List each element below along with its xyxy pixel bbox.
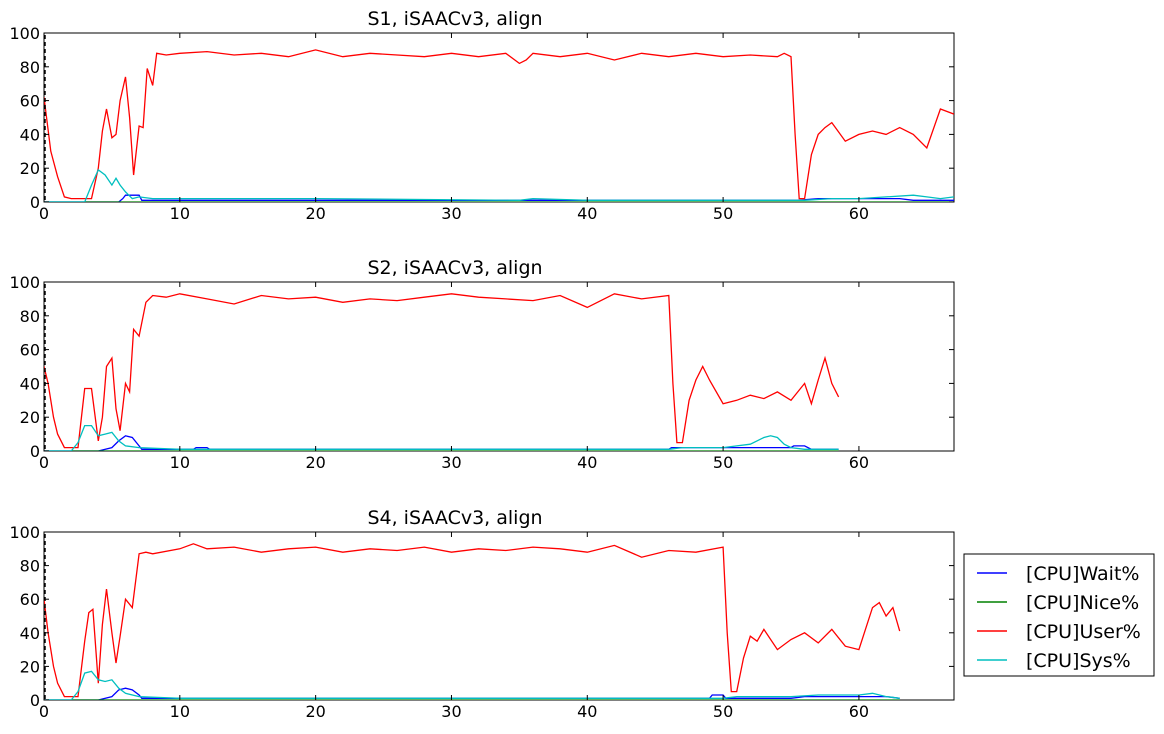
subplot-3: S4, iSAACv3, align 0 10 20 30 40 50 60 0 20 40 60 80…: [9, 507, 954, 721]
x-tick-label: 0: [39, 204, 49, 223]
x-tick-label: 50: [713, 204, 733, 223]
chart-title: S1, iSAACv3, align: [367, 8, 542, 30]
x-tick-label: 10: [170, 702, 190, 721]
chart-title: S4, iSAACv3, align: [367, 507, 542, 529]
plot-frame: [44, 282, 954, 451]
y-tick-label: 80: [20, 557, 40, 576]
subplot-1: S1, iSAACv3, align 0 10 20 30 40 50 60 0 20 40 60 80…: [9, 8, 954, 223]
y-tick-label: 80: [20, 307, 40, 326]
x-tick-label: 30: [441, 453, 461, 472]
y-tick-label: 20: [20, 159, 40, 178]
y-tick-label: 60: [20, 92, 40, 111]
y-tick-label: 60: [20, 590, 40, 609]
x-tick-label: 40: [577, 453, 597, 472]
y-tick-label: 40: [20, 374, 40, 393]
x-tick-label: 0: [39, 702, 49, 721]
x-tick-label: 40: [577, 702, 597, 721]
y-tick-label: 20: [20, 408, 40, 427]
plot-frame: [44, 532, 954, 700]
y-tick-label: 0: [30, 442, 40, 461]
x-tick-label: 10: [170, 453, 190, 472]
chart-title: S2, iSAACv3, align: [367, 257, 542, 279]
legend-label: [CPU]Nice%: [1026, 592, 1139, 614]
y-tick-label: 100: [9, 523, 40, 542]
x-tick-label: 60: [849, 204, 869, 223]
y-tick-label: 40: [20, 624, 40, 643]
subplot-2: S2, iSAACv3, align 0 10 20 30 40 50 60 0 20 40 60 80…: [9, 257, 954, 472]
legend-label: [CPU]Sys%: [1026, 650, 1131, 672]
x-tick-label: 20: [305, 204, 325, 223]
legend-label: [CPU]User%: [1026, 621, 1141, 643]
x-tick-label: 20: [305, 702, 325, 721]
y-tick-label: 40: [20, 125, 40, 144]
y-tick-label: 0: [30, 193, 40, 212]
plot-frame: [44, 33, 954, 202]
x-tick-label: 40: [577, 204, 597, 223]
legend: [CPU]Wait% [CPU]Nice% [CPU]User% [CPU]Sys%: [964, 554, 1154, 676]
y-tick-label: 100: [9, 24, 40, 43]
x-tick-label: 30: [441, 204, 461, 223]
y-tick-label: 60: [20, 341, 40, 360]
x-tick-label: 50: [713, 702, 733, 721]
x-tick-label: 10: [170, 204, 190, 223]
y-tick-label: 80: [20, 58, 40, 77]
x-tick-label: 30: [441, 702, 461, 721]
y-tick-label: 100: [9, 273, 40, 292]
x-tick-label: 0: [39, 453, 49, 472]
x-tick-label: 50: [713, 453, 733, 472]
legend-label: [CPU]Wait%: [1026, 563, 1139, 585]
x-tick-label: 60: [849, 453, 869, 472]
y-tick-label: 20: [20, 657, 40, 676]
x-tick-label: 60: [849, 702, 869, 721]
y-tick-label: 0: [30, 691, 40, 710]
x-tick-label: 20: [305, 453, 325, 472]
